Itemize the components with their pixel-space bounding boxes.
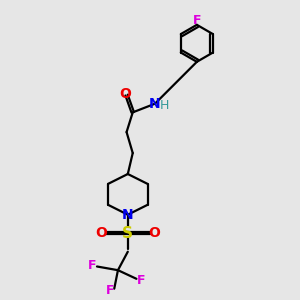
Text: F: F [136,274,145,286]
Text: F: F [88,259,97,272]
Text: H: H [160,99,169,112]
Text: F: F [193,14,201,27]
Text: O: O [119,87,131,101]
Text: O: O [95,226,107,240]
Text: S: S [122,226,133,241]
Text: N: N [149,97,161,111]
Text: F: F [106,284,115,297]
Text: N: N [122,208,134,222]
Text: O: O [148,226,160,240]
